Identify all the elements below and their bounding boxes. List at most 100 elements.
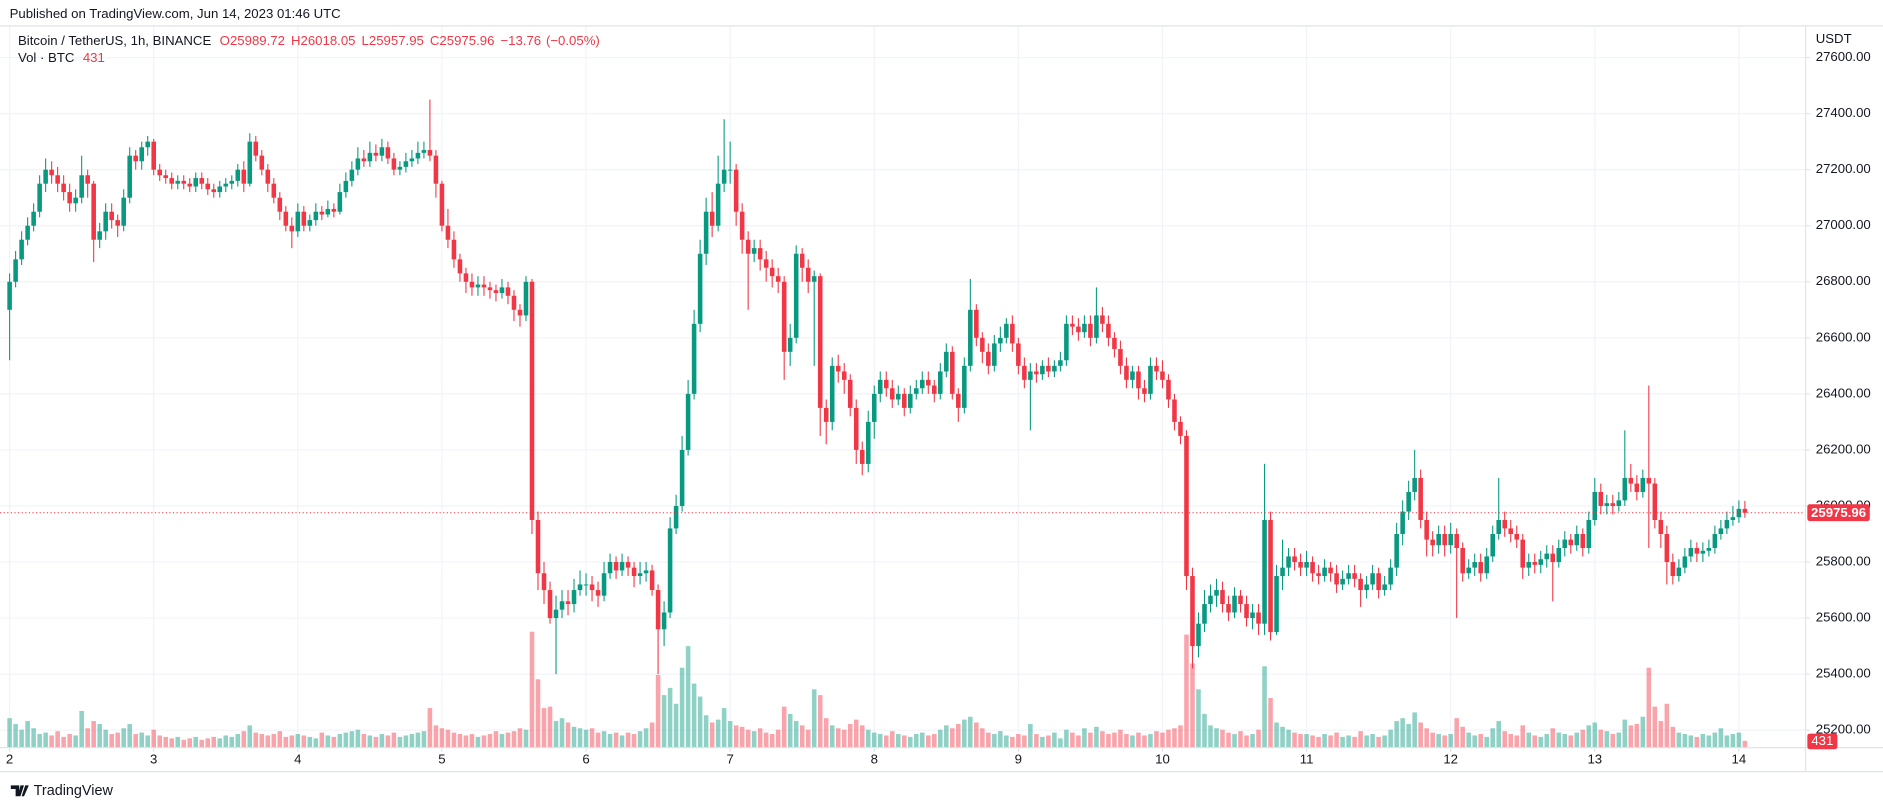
volume-bar xyxy=(1010,736,1015,747)
candle-body xyxy=(889,388,895,400)
candle-body xyxy=(337,192,343,212)
candle-body xyxy=(1172,399,1177,422)
candle-body xyxy=(1550,553,1556,563)
volume-bar xyxy=(673,703,679,747)
volume-bar xyxy=(1016,734,1021,747)
candle-body xyxy=(7,281,12,310)
candle-body xyxy=(487,287,493,291)
volume-bar xyxy=(571,726,577,747)
candle-body xyxy=(235,169,241,181)
volume-bar xyxy=(115,732,120,747)
volume-bar xyxy=(799,725,805,747)
candle-body xyxy=(956,393,961,408)
volume-bar xyxy=(805,729,811,747)
volume-bar xyxy=(349,731,355,747)
volume-bar xyxy=(811,689,817,747)
volume-bar xyxy=(205,738,211,747)
candle-body xyxy=(439,183,445,226)
candle-body xyxy=(109,211,114,221)
volume-bar xyxy=(1322,734,1327,747)
volume-bar xyxy=(1610,734,1616,747)
volume-bar xyxy=(1256,729,1261,747)
candle-body xyxy=(97,231,102,240)
volume-bar xyxy=(1100,731,1105,747)
volume-bar xyxy=(433,725,439,747)
volume-bar xyxy=(43,732,48,747)
volume-bar xyxy=(992,734,997,747)
volume-bar xyxy=(1688,735,1694,747)
volume-bar xyxy=(950,728,955,747)
last-volume-box xyxy=(1807,733,1838,750)
candle-body xyxy=(529,281,535,520)
candle-body xyxy=(1682,556,1688,568)
candle-body xyxy=(1370,573,1375,585)
candle-body xyxy=(229,180,235,184)
candle-body xyxy=(265,169,271,184)
candle-body xyxy=(103,211,108,232)
candle-body xyxy=(85,175,90,184)
volume-bar xyxy=(295,734,301,747)
candle-body xyxy=(1646,477,1652,484)
volume-bar xyxy=(1616,732,1622,747)
volume-bar xyxy=(1742,740,1748,747)
volume-bar xyxy=(481,735,487,747)
volume-bar xyxy=(463,735,469,747)
volume-bar xyxy=(73,735,78,747)
ohlc-letter: O xyxy=(220,34,230,49)
candle-body xyxy=(583,584,589,586)
volume-bar xyxy=(1202,713,1207,747)
volume-bar xyxy=(1400,718,1405,747)
candle-body xyxy=(1130,371,1135,380)
candle-body xyxy=(607,562,613,574)
candle-body xyxy=(55,175,60,184)
candle-body xyxy=(1046,365,1051,372)
volume-bar xyxy=(853,719,859,747)
candle-body xyxy=(553,609,559,619)
candle-body xyxy=(1556,548,1562,563)
candle-body xyxy=(319,211,325,215)
candle-body xyxy=(1574,534,1580,546)
candle-body xyxy=(962,365,967,408)
candle-body xyxy=(703,211,709,254)
volume-bar xyxy=(1658,721,1664,747)
volume-bar xyxy=(1592,722,1598,747)
volume-bar xyxy=(1046,735,1051,747)
candle-body xyxy=(1088,323,1093,338)
x-tick-label: 10 xyxy=(1155,752,1170,767)
candle-body xyxy=(859,449,865,464)
candle-body xyxy=(355,158,361,170)
candle-body xyxy=(679,449,685,506)
volume-bar xyxy=(31,728,36,747)
x-tick-label: 9 xyxy=(1015,752,1022,767)
volume-bar xyxy=(1490,728,1495,747)
volume-bar xyxy=(823,718,829,747)
candle-body xyxy=(475,284,481,288)
x-tick-label: 11 xyxy=(1300,752,1314,767)
published-note: Published on TradingView.com, Jun 14, 20… xyxy=(10,6,342,21)
volume-bar xyxy=(391,732,397,747)
candle-body xyxy=(1232,595,1237,613)
candle-body xyxy=(577,584,583,591)
volume-bar xyxy=(1004,735,1009,747)
candle-body xyxy=(1526,562,1532,568)
volume-bar xyxy=(601,731,607,747)
candle-body xyxy=(1028,371,1033,380)
candle-body xyxy=(811,276,817,282)
candle-body xyxy=(595,590,601,596)
candle-body xyxy=(907,393,913,408)
volume-bar xyxy=(1466,732,1471,747)
candle-body xyxy=(1424,519,1429,540)
candle-body xyxy=(571,590,577,605)
candle-body xyxy=(913,388,919,394)
candle-body xyxy=(775,276,781,282)
candle-body xyxy=(589,584,595,591)
candle-body xyxy=(847,379,853,408)
ohlc-value: 25989.72 xyxy=(230,34,285,49)
candle-body xyxy=(1538,559,1544,565)
volume-bar xyxy=(661,695,667,747)
ohlc-letter: L xyxy=(362,34,369,49)
candle-body xyxy=(121,197,126,226)
volume-bar xyxy=(13,723,18,747)
candle-body xyxy=(559,601,565,610)
volume-bar xyxy=(1076,735,1081,747)
